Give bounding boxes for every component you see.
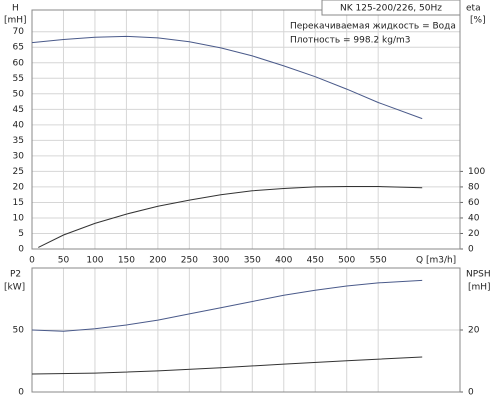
y2-tick-label: 60 — [468, 198, 480, 208]
y-tick-label: 5 — [18, 229, 24, 239]
y-axis-label: P2 — [10, 270, 21, 280]
y2-tick-label: 20 — [468, 229, 480, 239]
curve — [31, 35, 423, 120]
x-tick-label: 500 — [338, 256, 355, 266]
annotation: Плотность = 998.2 kg/m3 — [290, 36, 411, 46]
title-box — [321, 0, 461, 16]
y-tick-label: 40 — [13, 120, 25, 130]
y-tick-label: 70 — [13, 27, 25, 37]
x-tick-label: 300 — [212, 256, 229, 266]
annotation: Перекачиваемая жидкость = Вода — [290, 22, 456, 32]
y2-tick-label: 0 — [468, 245, 474, 255]
y2-tick-label: 100 — [468, 167, 485, 177]
y-tick-label: 55 — [13, 74, 24, 84]
y-tick-label: 50 — [13, 89, 25, 99]
y2-tick-label: 40 — [468, 213, 480, 223]
y2-axis-label: NPSH — [466, 270, 491, 280]
x-tick-label: 50 — [58, 256, 70, 266]
chart-title: NK 125-200/226, 50Hz — [340, 4, 442, 14]
curve — [38, 186, 423, 248]
y-tick-label: 35 — [13, 136, 24, 146]
y-tick-label: 0 — [18, 245, 24, 255]
y2-axis-label: eta — [466, 4, 481, 14]
y-tick-label: 30 — [13, 151, 25, 161]
y-tick-label: 15 — [13, 198, 24, 208]
x-tick-label: 150 — [118, 256, 135, 266]
y-axis-unit: [mH] — [4, 16, 27, 26]
y2-tick-label: 80 — [468, 182, 480, 192]
y-tick-label: 25 — [13, 167, 24, 177]
plot-frame — [31, 9, 461, 250]
y2-tick-label: 20 — [468, 326, 480, 336]
y-tick-label: 60 — [13, 58, 25, 68]
x-tick-label: 200 — [149, 256, 166, 266]
x-tick-label: 250 — [181, 256, 198, 266]
curve — [31, 279, 423, 332]
y-tick-label: 65 — [13, 43, 24, 53]
x-tick-label: 550 — [370, 256, 387, 266]
x-tick-label: 350 — [244, 256, 261, 266]
y2-tick-label: 0 — [468, 388, 474, 398]
x-tick-label: 450 — [307, 256, 324, 266]
y-tick-label: 0 — [18, 388, 24, 398]
y-tick-label: 50 — [13, 326, 25, 336]
x-tick-label: 400 — [275, 256, 292, 266]
x-tick-label: 100 — [86, 256, 103, 266]
plot-frame — [31, 267, 461, 393]
y2-axis-unit: [%] — [470, 16, 486, 26]
y2-axis-unit: [mH] — [468, 283, 491, 293]
y-axis-label: H — [12, 4, 19, 14]
x-axis-label: Q [m3/h] — [416, 256, 456, 266]
y-tick-label: 45 — [13, 105, 24, 115]
y-tick-label: 20 — [13, 182, 25, 192]
curve — [31, 356, 423, 375]
y-axis-unit: [kW] — [4, 283, 25, 293]
x-tick-label: 0 — [29, 256, 35, 266]
y-tick-label: 10 — [13, 213, 25, 223]
